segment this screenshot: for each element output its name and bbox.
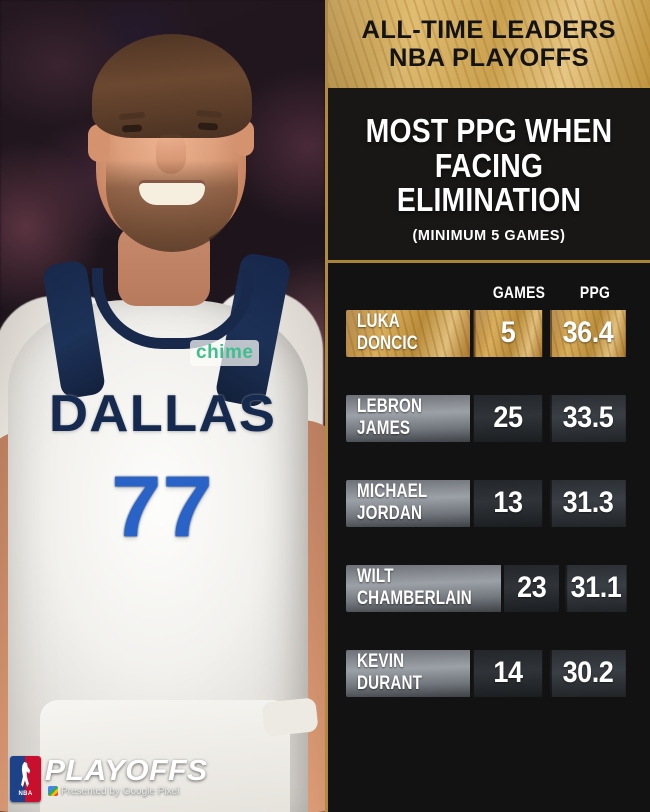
eye-right: [197, 122, 219, 131]
games-value: 25: [473, 394, 543, 442]
player-name-text: KEVIN DURANT: [357, 651, 423, 695]
column-header-games: GAMES: [492, 282, 546, 302]
player-name-text: MICHAEL JORDAN: [357, 481, 428, 525]
player-name-text: LUKA DONCIC: [357, 311, 418, 355]
ppg-value: 30.2: [550, 649, 626, 697]
sponsor-patch: chime: [190, 340, 260, 366]
google-icon: [48, 786, 58, 797]
title-line-1: MOST PPG WHEN: [365, 112, 613, 149]
player-silhouette-icon: [21, 762, 31, 787]
table-row: LEBRON JAMES 25 33.5: [346, 394, 630, 442]
games-value: 23: [503, 564, 560, 612]
ppg-value: 31.3: [550, 479, 626, 527]
column-headers: GAMES PPG: [328, 262, 650, 307]
player-figure: chime DALLAS 77: [0, 34, 325, 812]
player-name: LUKA DONCIC: [346, 309, 470, 357]
games-value: 13: [473, 479, 543, 527]
player-name: WILT CHAMBERLAIN: [346, 564, 501, 612]
ear-left: [88, 124, 110, 162]
title-block: MOST PPG WHEN FACING ELIMINATION (MINIMU…: [328, 88, 650, 263]
title-line-2: FACING ELIMINATION: [396, 146, 582, 219]
jersey-team-name: DALLAS: [48, 383, 277, 443]
playoffs-wordmark: PLAYOFFS: [44, 755, 208, 787]
hair: [92, 34, 252, 138]
games-value: 14: [473, 649, 543, 697]
shorts: [40, 700, 290, 812]
player-photo: chime DALLAS 77 NBA PLAYOFFS Presented b…: [0, 0, 325, 812]
header-line-1: ALL-TIME LEADERS: [361, 16, 617, 44]
player-name-text: LEBRON JAMES: [357, 396, 423, 440]
table-row: WILT CHAMBERLAIN 23 31.1: [346, 564, 630, 612]
smile: [139, 183, 205, 205]
table-row: MICHAEL JORDAN 13 31.3: [346, 479, 630, 527]
table-row: LUKA DONCIC 5 36.4: [346, 309, 630, 357]
presented-by-line: Presented by Google Pixel: [48, 786, 205, 797]
ppg-value: 31.1: [565, 564, 627, 612]
presented-by-text: Presented by Google Pixel: [61, 785, 180, 797]
jersey-number: 77: [111, 459, 214, 555]
title-subtitle: (MINIMUM 5 GAMES): [412, 226, 566, 244]
nba-logo-icon: NBA: [10, 756, 41, 802]
stats-panel: ALL-TIME LEADERS NBA PLAYOFFS MOST PPG W…: [325, 0, 650, 812]
games-value: 5: [473, 309, 543, 357]
player-name: KEVIN DURANT: [346, 649, 470, 697]
wristband: [261, 697, 319, 737]
ppg-value: 36.4: [550, 309, 626, 357]
ppg-value: 33.5: [550, 394, 626, 442]
leaderboard-rows: LUKA DONCIC 5 36.4 LEBRON JAMES 25 33.5 MICHAE…: [328, 307, 650, 697]
table-row: KEVIN DURANT 14 30.2: [346, 649, 630, 697]
column-header-ppg: PPG: [579, 282, 611, 302]
player-name: MICHAEL JORDAN: [346, 479, 470, 527]
nba-playoffs-logo-bug: NBA PLAYOFFS Presented by Google Pixel: [10, 755, 208, 802]
player-name: LEBRON JAMES: [346, 394, 470, 442]
logo-wordmark-group: PLAYOFFS Presented by Google Pixel: [44, 755, 208, 797]
header-line-2: NBA PLAYOFFS: [389, 44, 589, 72]
header-band: ALL-TIME LEADERS NBA PLAYOFFS: [328, 0, 650, 88]
eye-left: [121, 124, 143, 133]
nba-logo-text: NBA: [18, 791, 33, 797]
player-name-text: WILT CHAMBERLAIN: [357, 566, 472, 610]
